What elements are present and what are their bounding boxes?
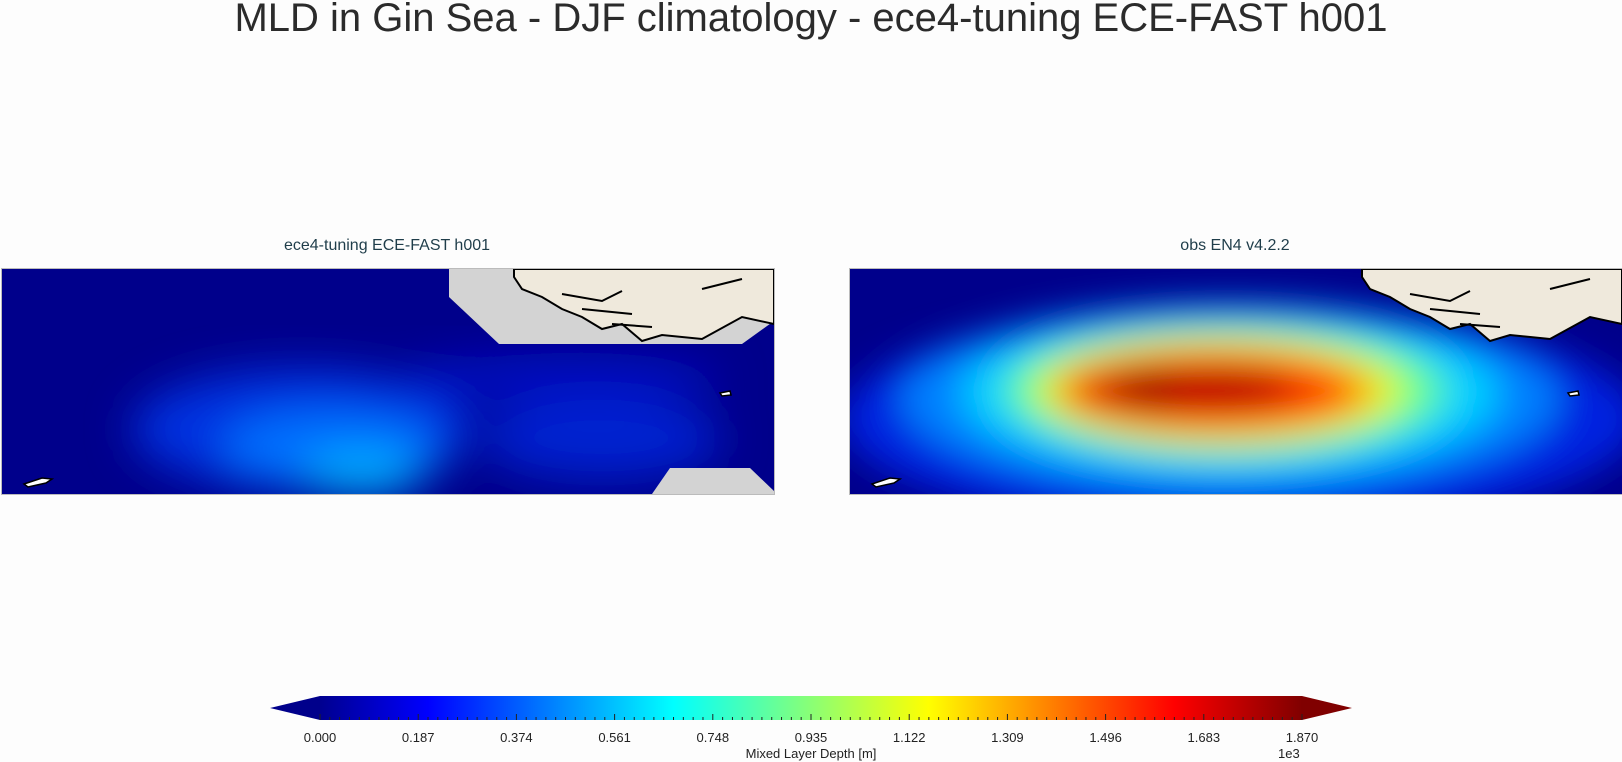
colorbar-tick-label: 1.870 bbox=[1285, 730, 1319, 745]
fjord-lines bbox=[561, 278, 743, 328]
island bbox=[1566, 390, 1580, 397]
island bbox=[22, 477, 55, 488]
colorbar-extend-high bbox=[1302, 696, 1352, 720]
missing-data-area bbox=[652, 468, 774, 494]
panel-title-obs: obs EN4 v4.2.2 bbox=[1180, 237, 1290, 254]
panel-title-model: ece4-tuning ECE-FAST h001 bbox=[283, 237, 491, 254]
colorbar bbox=[270, 696, 1352, 720]
island bbox=[870, 477, 903, 488]
map-obs-svg bbox=[850, 269, 1622, 494]
colorbar-tick-label: 0.561 bbox=[598, 730, 631, 745]
colorbar-tick-label: 0.000 bbox=[303, 730, 337, 745]
colorbar-exponent: 1e3 bbox=[1278, 746, 1300, 761]
colorbar-tick-label: 1.309 bbox=[991, 730, 1024, 745]
colorbar-tick-label: 1.683 bbox=[1187, 730, 1221, 745]
colorbar-label: Mixed Layer Depth [m] bbox=[745, 746, 877, 761]
colorbar-minor-ticks bbox=[319, 714, 1303, 720]
colorbar-tick-label: 1.122 bbox=[892, 730, 926, 745]
colorbar-tick-label: 0.374 bbox=[500, 730, 533, 745]
map-model bbox=[1, 268, 775, 495]
colorbar-tick-label: 0.748 bbox=[696, 730, 730, 745]
fjord-lines bbox=[1409, 278, 1591, 328]
colorbar-tick-label: 1.496 bbox=[1089, 730, 1122, 745]
mld-field-obs bbox=[850, 304, 1622, 494]
colorbar-extend-low bbox=[270, 696, 320, 720]
map-obs bbox=[849, 268, 1622, 495]
mld-field-model bbox=[132, 354, 722, 494]
colorbar-tick-label: 0.935 bbox=[794, 730, 828, 745]
figure-title: MLD in Gin Sea - DJF climatology - ece4-… bbox=[234, 0, 1388, 40]
island bbox=[718, 390, 732, 397]
colorbar-tick-label: 0.187 bbox=[401, 730, 435, 745]
map-model-svg bbox=[2, 269, 774, 494]
